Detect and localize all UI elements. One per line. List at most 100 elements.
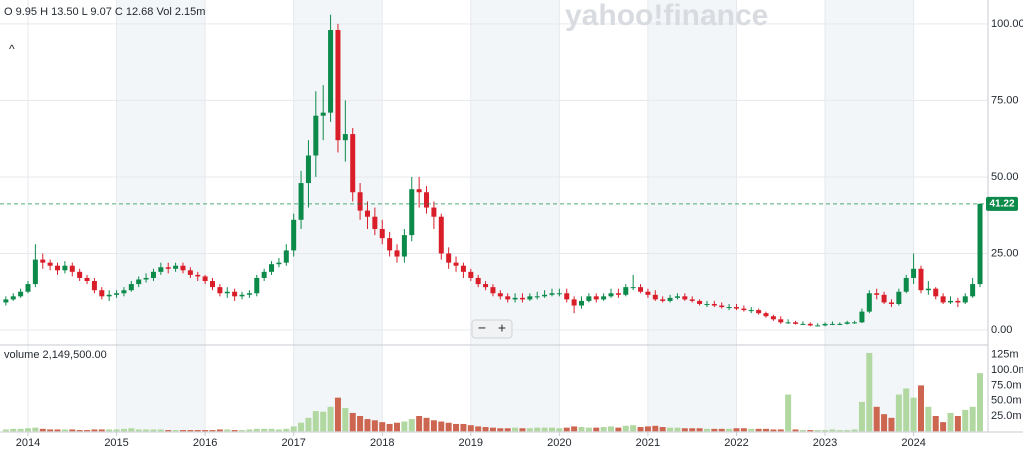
volume-bar [571, 426, 578, 432]
candle-body [416, 189, 422, 193]
candle-body [69, 265, 75, 272]
year-band [470, 0, 560, 432]
volume-bar [615, 427, 622, 432]
volume-bar [740, 428, 747, 432]
candle-body [232, 291, 238, 297]
candle-body [239, 294, 245, 297]
volume-bar [327, 406, 334, 432]
volume-bar [113, 429, 120, 432]
volume-bar [696, 428, 703, 432]
volume-bar [792, 429, 799, 432]
volume-bar [349, 412, 356, 432]
volume-bar [644, 426, 651, 432]
volume-bar [534, 427, 541, 432]
y-tick-label: 50.00 [991, 171, 1019, 183]
volume-bar [903, 388, 910, 432]
candle-body [180, 265, 186, 271]
x-tick-label: 2015 [104, 437, 128, 449]
candle-body [815, 325, 821, 327]
zoom-controls: − + [471, 319, 513, 339]
x-tick-label: 2023 [813, 437, 837, 449]
zoom-in[interactable]: + [498, 320, 506, 336]
volume-bar [711, 428, 718, 432]
volume-bar [460, 423, 467, 432]
volume-bar [526, 428, 533, 432]
candle-body [733, 307, 739, 309]
volume-bar [917, 385, 924, 432]
candle-body [32, 259, 38, 285]
volume-bar [17, 428, 24, 432]
candle-body [55, 265, 61, 271]
candle-body [269, 264, 275, 272]
volume-tick-label: 100.0m [991, 364, 1023, 376]
candle-body [350, 134, 356, 193]
volume-bar [482, 427, 489, 432]
candle-body [25, 284, 31, 292]
candle-body [918, 268, 924, 291]
candle-body [652, 294, 658, 300]
candle-body [424, 192, 430, 208]
volume-bar [689, 428, 696, 432]
candle-body [409, 189, 415, 236]
x-tick-label: 2014 [16, 437, 40, 449]
volume-bar [770, 429, 777, 432]
candle-body [837, 323, 843, 325]
zoom-out[interactable]: − [478, 320, 486, 336]
candle-body [962, 296, 968, 303]
candle-body [121, 290, 127, 294]
collapse-button[interactable]: ^ [9, 42, 15, 56]
volume-bar [379, 422, 386, 432]
candle-body [689, 299, 695, 301]
volume-bar [312, 411, 319, 432]
volume-bar [2, 429, 9, 432]
candle-body [475, 277, 481, 285]
candle-body [283, 250, 289, 263]
candle-body [195, 274, 201, 277]
candle-body [623, 287, 629, 295]
background [0, 0, 988, 432]
volume-bar [224, 429, 231, 432]
candle-body [505, 296, 511, 300]
volume-bar [497, 428, 504, 432]
volume-bar [910, 397, 917, 432]
volume-bar [69, 429, 76, 432]
volume-bar [822, 430, 829, 432]
candle-body [556, 293, 562, 295]
x-tick-label: 2019 [459, 437, 483, 449]
volume-bar [977, 373, 984, 432]
volume-bar [54, 429, 61, 432]
volume-bar [253, 428, 260, 432]
volume-bar [120, 428, 127, 432]
volume-bar [881, 414, 888, 432]
candle-body [534, 296, 540, 298]
x-tick-label: 2017 [281, 437, 305, 449]
volume-bar [386, 423, 393, 432]
volume-bar [512, 427, 519, 432]
volume-bar [600, 427, 607, 432]
candle-body [483, 284, 489, 288]
candle-body [276, 262, 282, 265]
watermark: yahoo!finance [565, 0, 768, 32]
candle-body [822, 323, 828, 326]
candle-body [970, 284, 976, 297]
volume-bar [342, 408, 349, 432]
volume-bar [261, 428, 268, 432]
candle-body [756, 310, 762, 314]
volume-bar [777, 429, 784, 432]
x-tick-label: 2022 [724, 437, 748, 449]
volume-bar [290, 426, 297, 432]
volume-bar [814, 430, 821, 432]
candle-body [527, 296, 533, 300]
candle-body [586, 296, 592, 301]
candle-body [84, 277, 90, 282]
volume-bar [932, 415, 939, 432]
volume-bar [298, 422, 305, 432]
volume-bar [608, 426, 615, 432]
volume-bar [150, 429, 157, 432]
volume-bar [239, 430, 246, 432]
volume-bar [61, 429, 68, 432]
volume-bar [873, 406, 880, 432]
candle-body [10, 296, 16, 300]
volume-bar [76, 430, 83, 432]
candle-body [852, 322, 858, 324]
